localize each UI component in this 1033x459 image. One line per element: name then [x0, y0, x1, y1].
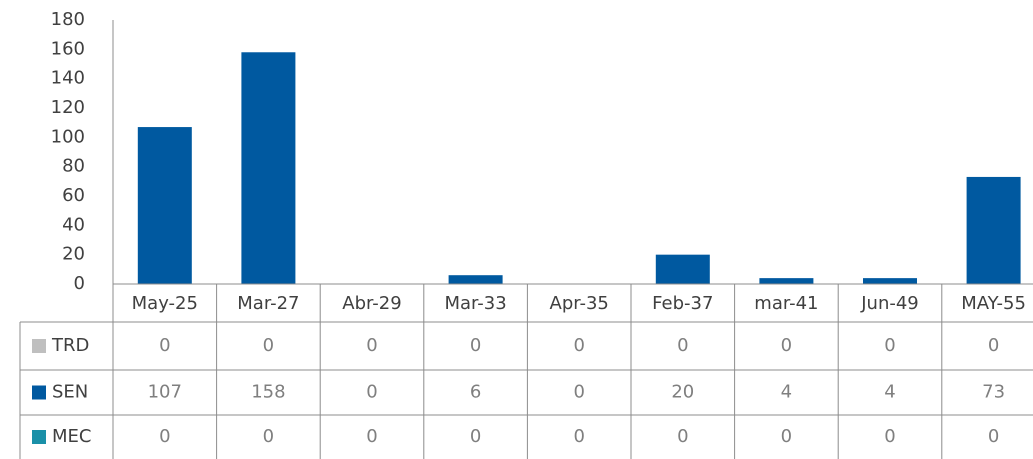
legend-swatch — [32, 430, 46, 444]
x-tick-label: Jun-49 — [860, 293, 919, 314]
table-value: 0 — [677, 335, 688, 356]
y-tick-label: 0 — [74, 273, 85, 294]
table-value: 0 — [573, 426, 584, 447]
y-tick-label: 20 — [62, 244, 85, 265]
table-value: 0 — [159, 335, 170, 356]
table-value: 0 — [781, 335, 792, 356]
bar — [655, 254, 710, 284]
x-tick-label: Abr-29 — [342, 293, 401, 314]
table-value: 0 — [781, 426, 792, 447]
table-value: 107 — [148, 382, 182, 403]
x-tick-label: Mar-27 — [237, 293, 299, 314]
legend-swatch — [32, 385, 46, 400]
table-value: 0 — [470, 426, 481, 447]
bar — [448, 275, 503, 284]
table-value: 0 — [366, 335, 377, 356]
table-value: 0 — [263, 426, 274, 447]
table-value: 0 — [988, 335, 999, 356]
y-tick-label: 40 — [62, 214, 85, 235]
table-value: 0 — [159, 426, 170, 447]
legend-label: TRD — [51, 335, 89, 356]
table-value: 20 — [671, 382, 694, 403]
table-value: 158 — [251, 382, 285, 403]
y-tick-label: 180 — [51, 9, 85, 30]
x-tick-label: Mar-33 — [444, 293, 506, 314]
bar — [241, 52, 296, 285]
table-value: 0 — [988, 426, 999, 447]
bar — [759, 278, 814, 284]
x-tick-label: Feb-37 — [652, 293, 713, 314]
y-tick-label: 160 — [51, 38, 85, 59]
table-value: 0 — [677, 426, 688, 447]
y-tick-label: 140 — [51, 68, 85, 89]
y-tick-label: 80 — [62, 156, 85, 177]
table-value: 4 — [781, 382, 792, 403]
x-tick-label: May-25 — [132, 293, 198, 314]
y-tick-label: 120 — [51, 97, 85, 118]
table-value: 0 — [366, 426, 377, 447]
y-tick-label: 60 — [62, 185, 85, 206]
x-tick-label: mar-41 — [754, 293, 818, 314]
table-value: 4 — [884, 382, 895, 403]
legend-label: MEC — [52, 426, 91, 447]
table-value: 0 — [573, 335, 584, 356]
x-tick-label: Apr-35 — [550, 293, 609, 314]
table-value: 0 — [573, 382, 584, 403]
y-tick-label: 100 — [51, 126, 85, 147]
table-value: 0 — [366, 382, 377, 403]
table-value: 73 — [982, 382, 1005, 403]
table-value: 0 — [884, 426, 895, 447]
x-tick-label: MAY-55 — [961, 293, 1026, 314]
table-value: 0 — [884, 335, 895, 356]
table-value: 6 — [470, 382, 481, 403]
bar — [966, 176, 1021, 284]
legend-swatch — [32, 339, 46, 353]
table-value: 0 — [263, 335, 274, 356]
bar — [863, 278, 917, 284]
legend-label: SEN — [52, 382, 88, 403]
bar — [137, 127, 192, 284]
table-value: 0 — [470, 335, 481, 356]
